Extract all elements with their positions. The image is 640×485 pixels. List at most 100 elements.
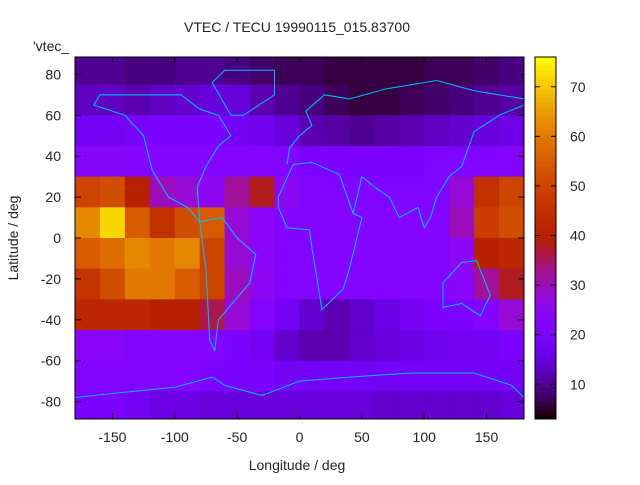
- heatmap-cell: [424, 299, 450, 331]
- heatmap-cell: [299, 330, 325, 362]
- heatmap-cell: [449, 238, 475, 270]
- heatmap-cell: [274, 207, 300, 239]
- colorbar-step: [535, 396, 556, 402]
- colorbar: [535, 57, 556, 420]
- heatmap-cell: [75, 238, 101, 270]
- heatmap-cell: [99, 84, 126, 116]
- heatmap-cell: [149, 84, 176, 116]
- colorbar-step: [535, 170, 556, 176]
- heatmap-cell: [124, 268, 151, 300]
- colorbar-step: [535, 219, 556, 225]
- y-tick-label: -60: [41, 353, 61, 369]
- colorbar-step: [535, 152, 556, 158]
- heatmap-cell: [499, 238, 524, 270]
- heatmap-cell: [399, 145, 425, 178]
- heatmap-cell: [249, 299, 276, 331]
- heatmap-cell: [274, 238, 300, 270]
- colorbar-step: [535, 364, 556, 370]
- heatmap-cell: [399, 268, 425, 300]
- colorbar-step: [535, 333, 556, 339]
- heatmap-cell: [474, 360, 500, 392]
- heatmap-cell: [424, 391, 450, 419]
- colorbar-step: [535, 102, 556, 108]
- heatmap-cell: [75, 207, 101, 239]
- colorbar-step: [535, 156, 556, 162]
- colorbar-step: [535, 387, 556, 393]
- heatmap-cell: [324, 145, 350, 178]
- heatmap-cell: [324, 299, 350, 331]
- heatmap-cell: [99, 360, 126, 392]
- colorbar-step: [535, 183, 556, 189]
- heatmap-cell: [99, 330, 126, 362]
- heatmap-cell: [199, 207, 226, 239]
- colorbar-step: [535, 405, 556, 411]
- heatmap-cell: [174, 145, 201, 178]
- heatmap-cell: [399, 299, 425, 331]
- heatmap-cell: [249, 84, 276, 116]
- heatmap-cell: [399, 391, 425, 419]
- heatmap-cell: [374, 299, 400, 331]
- heatmap-cell: [224, 299, 251, 331]
- chart-title: VTEC / TECU 19990115_015.83700: [184, 19, 410, 35]
- colorbar-step: [535, 192, 556, 198]
- heatmap-cell: [449, 84, 475, 116]
- colorbar-step: [535, 251, 556, 257]
- colorbar-step: [535, 323, 556, 329]
- heatmap-cell: [75, 57, 101, 86]
- heatmap-cell: [75, 360, 101, 392]
- y-axis: 80 60 40 20 0 -20 -40 -60 -80: [41, 66, 524, 410]
- colorbar-tick-label: 70: [570, 79, 586, 95]
- heatmap-cell: [75, 330, 101, 362]
- colorbar-step: [535, 274, 556, 280]
- heatmap-cell: [449, 57, 475, 86]
- colorbar-step: [535, 337, 556, 343]
- heatmap-cell: [324, 84, 350, 116]
- colorbar-step: [535, 409, 556, 415]
- heatmap-cell: [499, 115, 524, 147]
- colorbar-step: [535, 242, 556, 248]
- colorbar-step: [535, 391, 556, 397]
- colorbar-step: [535, 278, 556, 284]
- heatmap-cell: [299, 84, 325, 116]
- colorbar-step: [535, 75, 556, 81]
- colorbar-step: [535, 66, 556, 72]
- colorbar-tick-label: 40: [570, 228, 586, 244]
- coastline: [442, 259, 491, 317]
- colorbar-step: [535, 97, 556, 103]
- colorbar-step: [535, 161, 556, 167]
- heatmap-cell: [174, 391, 201, 419]
- colorbar-step: [535, 292, 556, 298]
- heatmap-cell: [449, 360, 475, 392]
- heatmap-cell: [199, 299, 226, 331]
- heatmap-cell: [75, 115, 101, 147]
- colorbar-step: [535, 206, 556, 212]
- heatmap-cell: [249, 391, 276, 419]
- colorbar-border: [534, 56, 557, 420]
- colorbar-step: [535, 378, 556, 384]
- heatmap-cell: [249, 268, 276, 300]
- heatmap-cell: [249, 145, 276, 178]
- colorbar-step: [535, 210, 556, 216]
- colorbar-step: [535, 138, 556, 144]
- heatmap-cell: [399, 207, 425, 239]
- colorbar-step: [535, 373, 556, 379]
- heatmap-cell: [174, 299, 201, 331]
- heatmap-cell: [399, 176, 425, 208]
- colorbar-tick-label: 20: [570, 327, 586, 343]
- colorbar-step: [535, 265, 556, 271]
- heatmap-cell: [274, 57, 300, 86]
- heatmap-cell: [199, 176, 226, 208]
- x-axis-label: Longitude / deg: [249, 457, 346, 473]
- heatmap-cell: [99, 115, 126, 147]
- heatmap-cells: [75, 57, 524, 419]
- heatmap-cell: [199, 391, 226, 419]
- heatmap-cell: [274, 299, 300, 331]
- heatmap-cell: [224, 268, 251, 300]
- heatmap-cell: [249, 115, 276, 147]
- colorbar-step: [535, 351, 556, 357]
- heatmap-cell: [399, 330, 425, 362]
- heatmap-cell: [149, 299, 176, 331]
- colorbar-step: [535, 165, 556, 171]
- heatmap-cell: [474, 299, 500, 331]
- heatmap-cell: [449, 391, 475, 419]
